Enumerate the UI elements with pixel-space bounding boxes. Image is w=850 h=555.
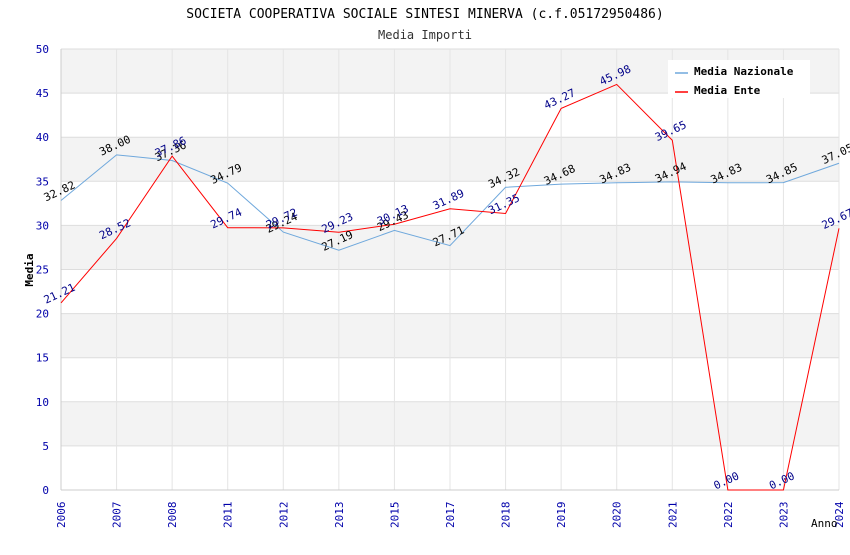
axes (60, 49, 839, 491)
y-tick-label: 25 (36, 264, 49, 277)
y-tick-label: 45 (36, 87, 49, 100)
x-tick-labels: 2006 2007 2008 2011 2012 2013 2015 2017 2018 2019… (55, 501, 846, 528)
y-axis-label: Media (23, 253, 36, 286)
y-tick-label: 0 (42, 484, 49, 497)
series-line-ente (60, 83, 840, 491)
y-tick-label: 20 (36, 308, 49, 321)
x-tick-label: 2012 (277, 502, 290, 529)
y-tick-label: 15 (36, 352, 49, 365)
chart-subtitle: Media Importi (378, 28, 472, 42)
x-tick-label: 2017 (444, 502, 457, 529)
legend-label-ente: Media Ente (694, 84, 761, 97)
x-tick-label: 2024 (833, 501, 846, 528)
x-tick-label: 2018 (500, 502, 513, 528)
x-tick-label: 2019 (555, 502, 568, 529)
legend-label-nazionale: Media Nazionale (694, 65, 794, 78)
x-tick-label: 2006 (55, 502, 68, 529)
x-tick-label: 2011 (222, 502, 235, 529)
x-tick-label: 2020 (611, 502, 624, 529)
y-tick-label: 5 (42, 440, 49, 453)
chart-title: SOCIETA COOPERATIVA SOCIALE SINTESI MINE… (186, 7, 663, 22)
x-tick-label: 2007 (111, 502, 124, 529)
y-tick-label: 40 (36, 131, 49, 144)
y-tick-label: 10 (36, 396, 49, 409)
series-line-nazionale (60, 154, 840, 251)
x-tick-label: 2021 (666, 502, 679, 529)
y-tick-label: 30 (36, 219, 49, 232)
y-tick-label: 50 (36, 43, 49, 56)
y-tick-label: 35 (36, 175, 49, 188)
x-tick-label: 2013 (333, 502, 346, 529)
x-tick-label: 2008 (166, 502, 179, 529)
x-tick-label: 2023 (777, 502, 790, 529)
legend: Media Nazionale Media Ente (668, 60, 810, 98)
legend-box (668, 60, 810, 98)
x-tick-label: 2015 (388, 502, 401, 529)
x-axis-label: Anno (811, 517, 838, 530)
x-tick-label: 2022 (722, 502, 735, 529)
series-lines (60, 83, 840, 491)
y-tick-labels: 0 5 10 15 20 25 30 35 40 45 50 (36, 43, 49, 497)
